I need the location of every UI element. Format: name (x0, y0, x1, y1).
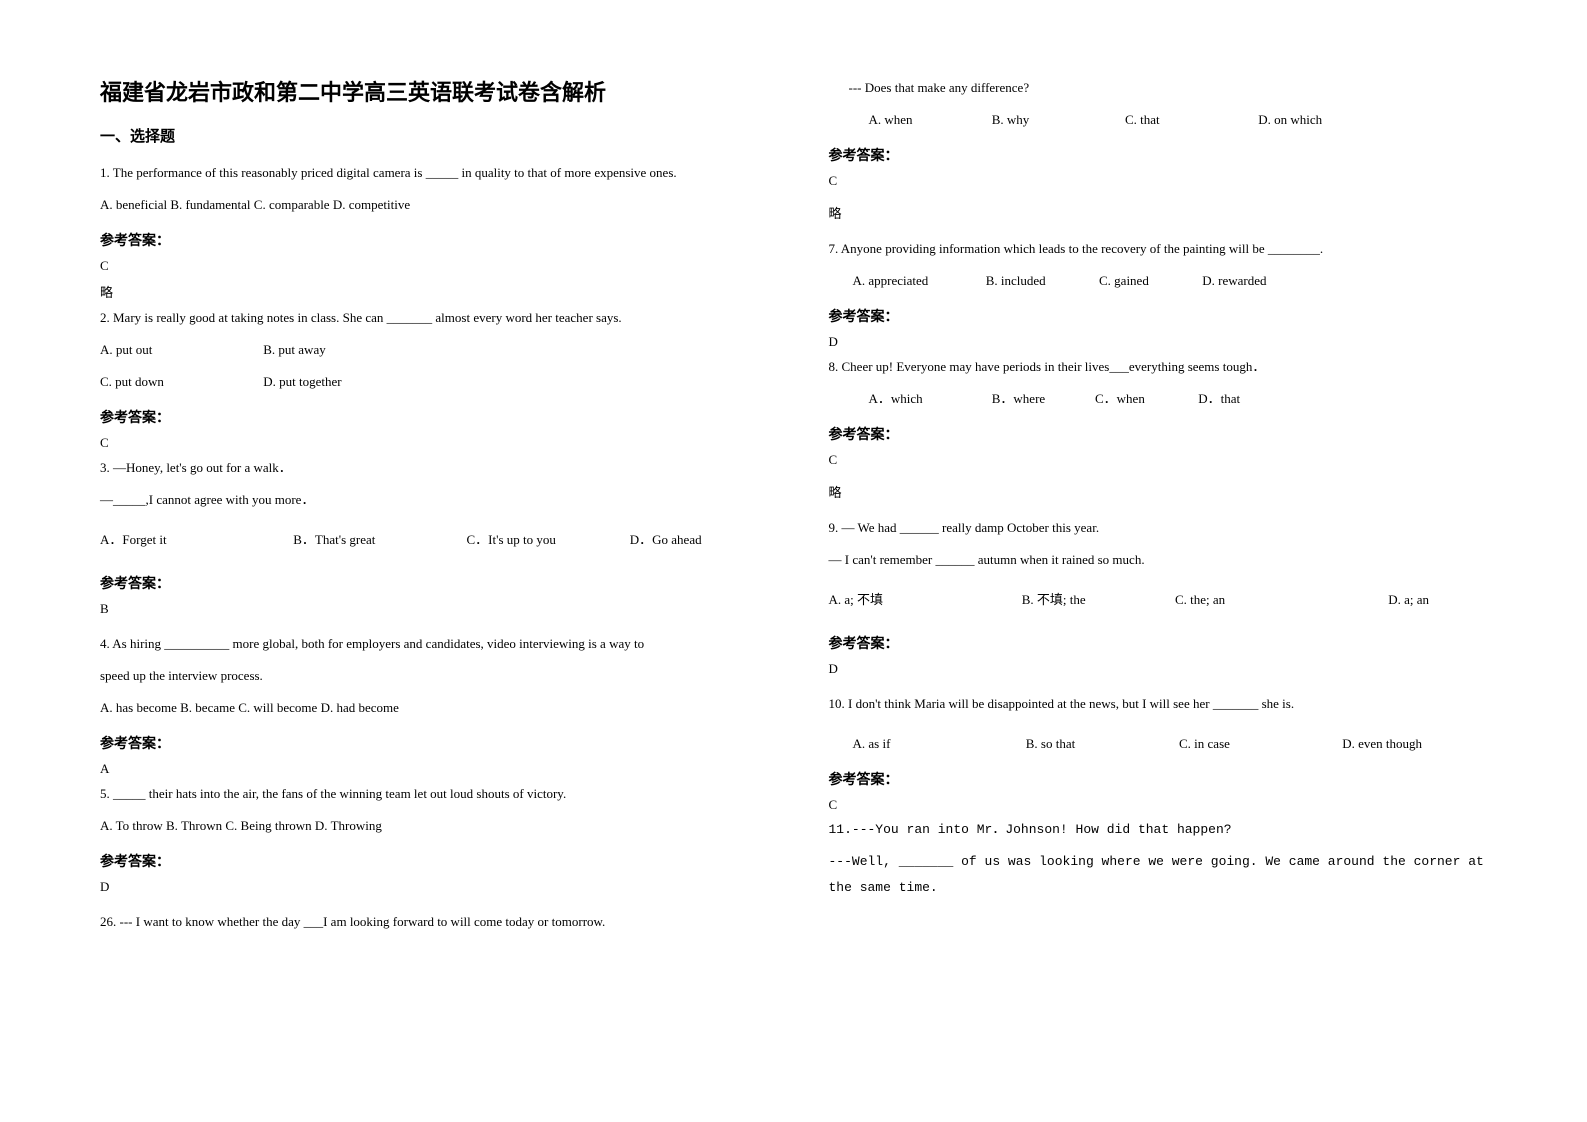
answer-label: 参考答案： (829, 633, 1498, 653)
q7-opt-b: B. included (986, 268, 1096, 294)
question-2-answer: C (100, 435, 769, 451)
question-6-answer: C (829, 173, 1498, 189)
q7-opt-d: D. rewarded (1202, 268, 1266, 294)
question-6-line1: --- Does that make any difference? (829, 75, 1498, 101)
q8-opt-a: A．which (869, 386, 989, 412)
q3-opt-c: C．It's up to you (467, 527, 627, 553)
question-7-text: 7. Anyone providing information which le… (829, 236, 1498, 262)
q9-opt-d: D. a; an (1388, 587, 1429, 613)
q3-opt-d: D．Go ahead (630, 527, 702, 553)
question-4-line2: speed up the interview process. (100, 663, 769, 689)
q7-opt-a: A. appreciated (853, 268, 983, 294)
question-6-pre: 26. --- I want to know whether the day _… (100, 909, 769, 935)
question-3-answer: B (100, 601, 769, 617)
q3-opt-b: B．That's great (293, 527, 463, 553)
q8-opt-d: D．that (1198, 386, 1240, 412)
question-5-answer: D (100, 879, 769, 895)
question-1-answer: C (100, 258, 769, 274)
question-8-options: A．which B．where C．when D．that (829, 386, 1498, 412)
question-4-options: A. has become B. became C. will become D… (100, 695, 769, 721)
q9-opt-a: A. a; 不填 (829, 587, 1019, 613)
left-column: 福建省龙岩市政和第二中学高三英语联考试卷含解析 一、选择题 1. The per… (100, 75, 769, 1072)
q6-opt-d: D. on which (1258, 107, 1322, 133)
question-11-line1: 11.---You ran into Mr．Johnson! How did t… (829, 817, 1498, 843)
question-8-answer: C (829, 452, 1498, 468)
q10-opt-d: D. even though (1342, 731, 1422, 757)
question-6-options: A. when B. why C. that D. on which (829, 107, 1498, 133)
q2-opt-c: C. put down (100, 369, 260, 395)
question-1-text: 1. The performance of this reasonably pr… (100, 160, 769, 186)
q6-opt-b: B. why (992, 107, 1122, 133)
q7-opt-c: C. gained (1099, 268, 1199, 294)
answer-label: 参考答案： (829, 145, 1498, 165)
q2-opt-b: B. put away (263, 337, 325, 363)
answer-label: 参考答案： (100, 851, 769, 871)
question-10-answer: C (829, 797, 1498, 813)
question-7-options: A. appreciated B. included C. gained D. … (829, 268, 1498, 294)
question-2-options-row1: A. put out B. put away (100, 337, 769, 363)
question-5-text: 5. _____ their hats into the air, the fa… (100, 781, 769, 807)
q9-opt-c: C. the; an (1175, 587, 1385, 613)
answer-label: 参考答案： (829, 306, 1498, 326)
answer-label: 参考答案： (100, 573, 769, 593)
q10-opt-c: C. in case (1179, 731, 1339, 757)
q9-opt-b: B. 不填; the (1022, 587, 1172, 613)
question-9-line2: — I can't remember ______ autumn when it… (829, 547, 1498, 573)
q6-opt-a: A. when (869, 107, 989, 133)
question-3-line1: 3. —Honey, let's go out for a walk． (100, 455, 769, 481)
question-2-text: 2. Mary is really good at taking notes i… (100, 305, 769, 331)
question-2-options-row2: C. put down D. put together (100, 369, 769, 395)
answer-label: 参考答案： (829, 769, 1498, 789)
question-9-options: A. a; 不填 B. 不填; the C. the; an D. a; an (829, 587, 1498, 613)
question-3-options: A．Forget it B．That's great C．It's up to … (100, 527, 769, 553)
answer-label: 参考答案： (829, 424, 1498, 444)
question-8-text: 8. Cheer up! Everyone may have periods i… (829, 354, 1498, 380)
q10-opt-b: B. so that (1026, 731, 1176, 757)
answer-label: 参考答案： (100, 733, 769, 753)
question-1-options: A. beneficial B. fundamental C. comparab… (100, 192, 769, 218)
question-9-answer: D (829, 661, 1498, 677)
question-3-line2: —_____,I cannot agree with you more． (100, 487, 769, 513)
question-9-line1: 9. — We had ______ really damp October t… (829, 515, 1498, 541)
question-11-line2: ---Well, _______ of us was looking where… (829, 849, 1498, 901)
right-column: --- Does that make any difference? A. wh… (829, 75, 1498, 1072)
section-header: 一、选择题 (100, 125, 769, 146)
q8-opt-c: C．when (1095, 386, 1195, 412)
omit-label: 略 (100, 282, 769, 301)
question-10-options: A. as if B. so that C. in case D. even t… (829, 731, 1498, 757)
answer-label: 参考答案： (100, 407, 769, 427)
omit-label: 略 (829, 482, 1498, 501)
q8-opt-b: B．where (992, 386, 1092, 412)
q6-opt-c: C. that (1125, 107, 1255, 133)
answer-label: 参考答案： (100, 230, 769, 250)
question-4-answer: A (100, 761, 769, 777)
q2-opt-d: D. put together (263, 369, 341, 395)
q3-opt-a: A．Forget it (100, 527, 290, 553)
q2-opt-a: A. put out (100, 337, 260, 363)
question-10-text: 10. I don't think Maria will be disappoi… (829, 691, 1498, 717)
page-title: 福建省龙岩市政和第二中学高三英语联考试卷含解析 (100, 75, 769, 107)
omit-label: 略 (829, 203, 1498, 222)
question-5-options: A. To throw B. Thrown C. Being thrown D.… (100, 813, 769, 839)
question-4-line1: 4. As hiring __________ more global, bot… (100, 631, 769, 657)
q10-opt-a: A. as if (853, 731, 1023, 757)
question-7-answer: D (829, 334, 1498, 350)
